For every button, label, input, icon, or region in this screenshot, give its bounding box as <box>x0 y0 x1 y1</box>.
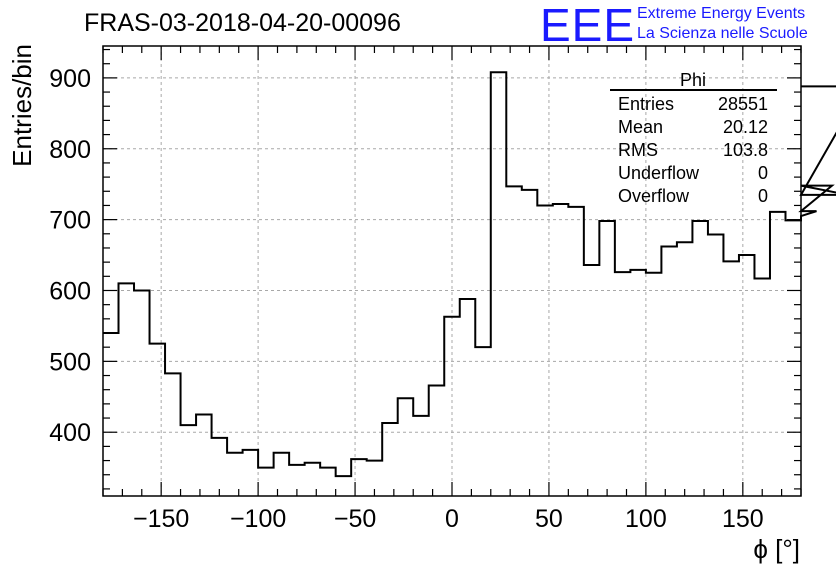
stats-value: 0 <box>758 186 768 206</box>
grid <box>103 46 801 496</box>
x-tick-label: 0 <box>445 505 459 533</box>
x-axis-label: ϕ [°] <box>753 534 800 564</box>
histogram-series <box>103 71 836 478</box>
stats-value: 0 <box>758 163 768 183</box>
logo-line-1: Extreme Energy Events <box>637 5 806 22</box>
stats-label: RMS <box>618 140 658 160</box>
stats-value: 103.8 <box>723 140 768 160</box>
eee-logo-mark: EEE <box>540 0 636 51</box>
x-tick-label: −150 <box>133 505 189 533</box>
stats-value: 28551 <box>718 94 768 114</box>
stats-title: Phi <box>680 70 706 90</box>
y-tick-label: 500 <box>49 348 91 376</box>
x-tick-labels: −150 −100 −50 0 50 100 150 <box>133 505 764 533</box>
x-tick-label: −50 <box>334 505 376 533</box>
stats-label: Entries <box>618 94 674 114</box>
x-tick-label: 50 <box>535 505 563 533</box>
plot-frame <box>102 45 802 497</box>
y-tick-labels: 400 500 600 700 800 900 <box>49 65 91 447</box>
eee-logo: EEE Extreme Energy Events La Scienza nel… <box>540 0 832 51</box>
y-tick-label: 600 <box>49 277 91 305</box>
y-tick-label: 900 <box>49 65 91 93</box>
logo-line-2: La Scienza nelle Scuole <box>637 25 808 42</box>
y-axis-label: Entries/bin <box>7 44 37 167</box>
stats-label: Mean <box>618 117 663 137</box>
y-tick-label: 800 <box>49 136 91 164</box>
x-tick-label: −100 <box>230 505 286 533</box>
x-tick-label: 150 <box>722 505 764 533</box>
stats-value: 20.12 <box>723 117 768 137</box>
plot-title: FRAS-03-2018-04-20-00096 <box>84 9 401 37</box>
y-tick-label: 700 <box>49 207 91 235</box>
stats-label: Overflow <box>618 186 690 206</box>
stats-label: Underflow <box>618 163 700 183</box>
x-tick-label: 100 <box>625 505 667 533</box>
y-tick-label: 400 <box>49 419 91 447</box>
stats-box: Phi Entries 28551 Mean 20.12 RMS 103.8 Underfl… <box>610 70 777 206</box>
